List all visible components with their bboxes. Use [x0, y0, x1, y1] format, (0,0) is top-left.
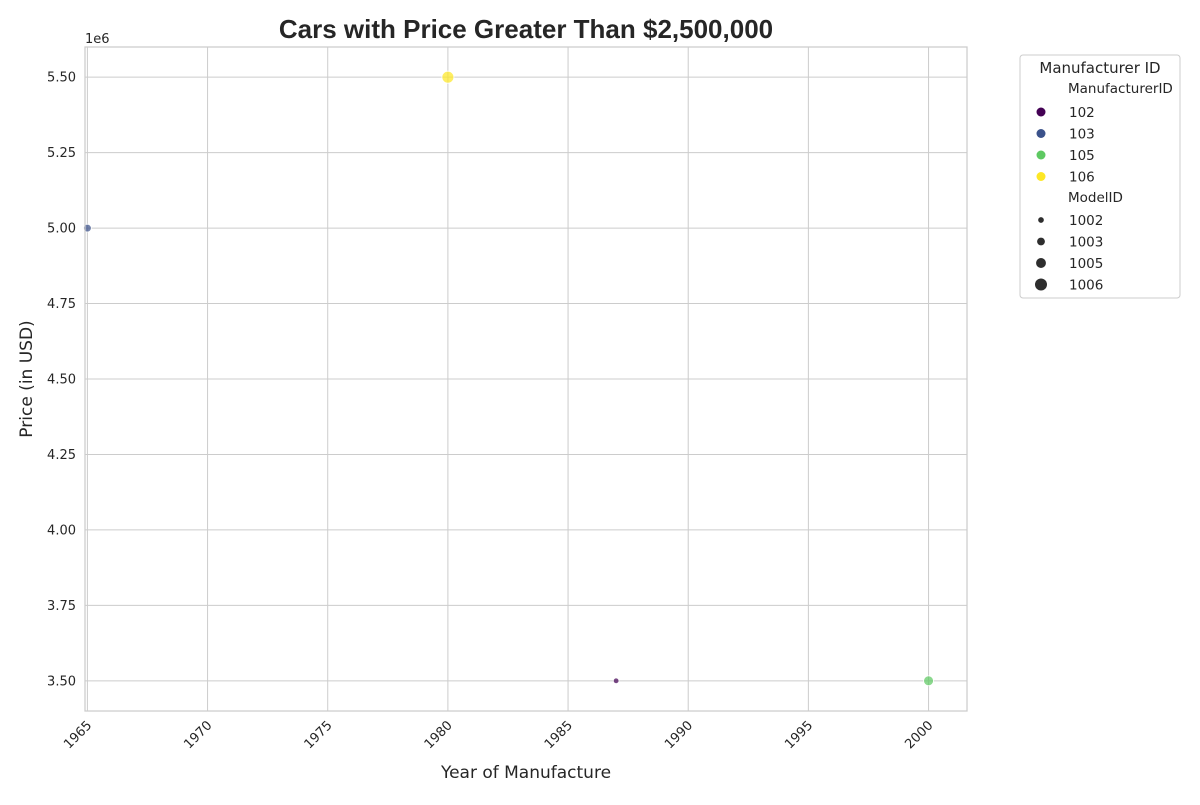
legend: Manufacturer ID ManufacturerID 102 103 105… — [1019, 54, 1181, 299]
plot-area — [83, 46, 968, 712]
y-tick-label: 3.75 — [47, 599, 76, 614]
legend-hue-label: 102 — [1069, 105, 1095, 121]
legend-color-marker — [1036, 150, 1046, 160]
legend-size-label: 1006 — [1069, 278, 1103, 294]
legend-size-marker — [1035, 278, 1047, 291]
legend-size-label: 1003 — [1069, 235, 1103, 251]
scatter-point — [441, 70, 455, 84]
x-tick-label: 1965 — [61, 718, 95, 752]
data-points — [83, 70, 934, 687]
legend-color-marker — [1036, 107, 1046, 117]
x-tick-label: 1985 — [542, 718, 576, 752]
y-tick-label: 4.25 — [47, 448, 76, 463]
legend-color-marker — [1036, 172, 1046, 181]
y-tick-label: 3.50 — [47, 674, 76, 689]
x-axis-ticks: 1965 1970 1975 1980 1985 1990 1995 2000 — [61, 718, 936, 752]
legend-size-marker — [1037, 237, 1045, 246]
y-tick-label: 4.00 — [47, 523, 76, 538]
y-tick-label: 5.50 — [47, 71, 76, 86]
x-tick-label: 1990 — [662, 718, 696, 752]
x-tick-label: 1970 — [181, 718, 215, 752]
y-tick-label: 5.25 — [47, 146, 76, 161]
x-tick-label: 1975 — [302, 718, 336, 752]
scatter-point — [923, 675, 934, 687]
y-tick-label: 4.50 — [47, 373, 76, 388]
legend-hue-label: 105 — [1069, 148, 1095, 164]
legend-hue-label: 106 — [1069, 170, 1095, 186]
chart-title: Cars with Price Greater Than $2,500,000 — [279, 14, 773, 44]
x-tick-label: 2000 — [902, 718, 936, 752]
legend-size-marker — [1036, 258, 1046, 268]
legend-hue-label: 103 — [1069, 127, 1095, 143]
legend-size-entries: 1002 1003 1005 1006 — [1035, 213, 1103, 294]
y-offset-label: 1e6 — [85, 32, 110, 47]
y-axis-label: Price (in USD) — [17, 320, 37, 437]
y-axis-ticks: 3.50 3.75 4.00 4.25 4.50 4.75 5.00 5.25 5.50 — [47, 71, 76, 690]
y-tick-label: 5.00 — [47, 222, 76, 237]
plot-frame — [84, 46, 968, 712]
legend-size-marker — [1038, 217, 1044, 223]
scatter-point — [612, 677, 620, 685]
legend-size-label: 1002 — [1069, 213, 1103, 229]
x-tick-label: 1980 — [422, 718, 456, 752]
legend-hue-entries: 102 103 105 106 — [1036, 105, 1095, 186]
x-axis-label: Year of Manufacture — [440, 763, 611, 783]
legend-title: Manufacturer ID — [1039, 59, 1160, 77]
legend-size-label: 1005 — [1069, 256, 1103, 272]
legend-size-title: ModelID — [1068, 190, 1123, 206]
legend-box — [1019, 54, 1181, 299]
x-tick-label: 1995 — [782, 718, 816, 752]
legend-hue-title: ManufacturerID — [1068, 81, 1173, 97]
legend-color-marker — [1036, 129, 1046, 138]
y-tick-label: 4.75 — [47, 297, 76, 312]
gridlines — [85, 47, 967, 711]
